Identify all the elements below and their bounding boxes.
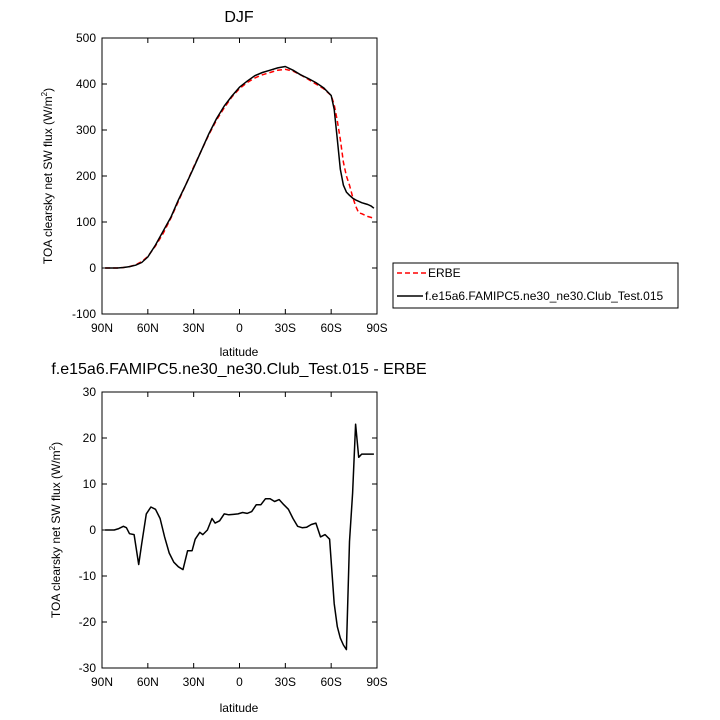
top-plot-frame [101, 37, 378, 315]
top-x-axis-label: latitude [220, 345, 259, 359]
bottom-chart-title: f.e15a6.FAMIPC5.ne30_ne30.Club_Test.015 … [51, 361, 426, 378]
top-y-axis-label: TOA clearsky net SW flux (W/m2) [40, 88, 55, 264]
bottom-y-tick-label: 10 [83, 477, 97, 491]
legend-label-erbe: ERBE [428, 266, 461, 280]
legend-box [392, 262, 679, 309]
bottom-y-tick-label: 30 [83, 385, 97, 399]
top-y-tick-label: -100 [72, 307, 96, 321]
top-series-lines [105, 65, 375, 269]
bottom-panel: f.e15a6.FAMIPC5.ne30_ne30.Club_Test.015 … [48, 361, 427, 715]
top-x-tick-label: 30S [275, 321, 296, 335]
top-x-tick-label: 90N [91, 321, 113, 335]
bottom-x-tick-label: 60S [320, 675, 341, 689]
bottom-x-tick-label: 30S [275, 675, 296, 689]
top-chart-title: DJF [224, 9, 254, 26]
top-y-tick-label: 400 [76, 77, 96, 91]
bottom-x-tick-label: 90N [91, 675, 113, 689]
bottom-series-lines [105, 423, 374, 651]
bottom-y-tick-label: 20 [83, 431, 97, 445]
top-legend: ERBE f.e15a6.FAMIPC5.ne30_ne30.Club_Test… [392, 262, 679, 309]
bottom-y-axis-ticks: -30 -20 -10 0 10 20 30 [79, 385, 377, 675]
bottom-x-axis-label: latitude [220, 701, 259, 715]
top-x-tick-label: 30N [183, 321, 205, 335]
top-x-tick-label: 60N [137, 321, 159, 335]
bottom-series-line-0 [105, 423, 374, 651]
top-panel: DJF -100 0 100 200 300 400 500 90N 60N 30N 0 30S 60… [40, 9, 388, 359]
top-x-tick-label: 60S [320, 321, 341, 335]
legend-label-model: f.e15a6.FAMIPC5.ne30_ne30.Club_Test.015 [425, 289, 663, 303]
bottom-x-axis-ticks: 90N 60N 30N 0 30S 60S 90S [91, 392, 388, 689]
bottom-x-tick-label: 90S [366, 675, 387, 689]
bottom-x-tick-label: 30N [183, 675, 205, 689]
top-y-tick-label: 100 [76, 215, 96, 229]
top-x-axis-ticks: 90N 60N 30N 0 30S 60S 90S [91, 38, 388, 335]
top-y-tick-label: 200 [76, 169, 96, 183]
bottom-x-tick-label: 60N [137, 675, 159, 689]
top-series-line-1 [105, 65, 375, 269]
bottom-x-tick-label: 0 [236, 675, 243, 689]
top-series-line-0 [105, 68, 375, 269]
top-y-axis-ticks: -100 0 100 200 300 400 500 [72, 31, 377, 321]
bottom-y-tick-label: 0 [89, 523, 96, 537]
bottom-y-tick-label: -10 [79, 569, 97, 583]
top-x-tick-label: 0 [236, 321, 243, 335]
top-y-tick-label: 500 [76, 31, 96, 45]
top-y-tick-label: 0 [89, 261, 96, 275]
top-y-tick-label: 300 [76, 123, 96, 137]
bottom-y-axis-label: TOA clearsky net SW flux (W/m2) [48, 442, 63, 618]
bottom-y-tick-label: -30 [79, 661, 97, 675]
bottom-y-tick-label: -20 [79, 615, 97, 629]
top-x-tick-label: 90S [366, 321, 387, 335]
